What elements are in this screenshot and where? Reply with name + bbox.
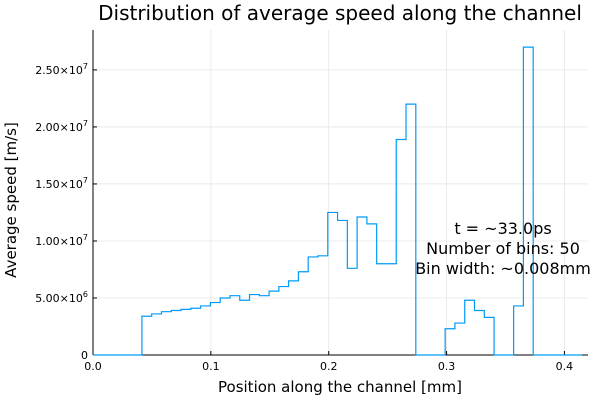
x-tick-label: 0.4	[556, 360, 574, 373]
x-axis-label: Position along the channel [mm]	[218, 378, 462, 396]
x-tick-label: 0.0	[84, 360, 102, 373]
y-tick-label: 2.50×107	[35, 62, 88, 77]
y-tick-label: 1.00×107	[35, 233, 88, 248]
y-axis-label: Average speed [m/s]	[2, 122, 20, 278]
x-tick-label: 0.3	[438, 360, 456, 373]
annotation-bin-width: Bin width: ~0.008mm	[415, 259, 591, 278]
annotation-time: t = ~33.0ps	[454, 219, 551, 238]
y-tick-label: 0	[81, 349, 88, 362]
y-tick-label: 5.00×106	[35, 290, 88, 305]
x-tick-label: 0.1	[202, 360, 220, 373]
y-tick-label: 2.00×107	[35, 119, 88, 134]
annotation-block: t = ~33.0ps Number of bins: 50 Bin width…	[415, 219, 591, 278]
x-tick-label: 0.2	[320, 360, 338, 373]
y-tick-label: 1.50×107	[35, 176, 88, 191]
histogram-step-line	[93, 46, 583, 356]
chart-title: Distribution of average speed along the …	[98, 1, 582, 25]
tick-labels: 0.0 0.1 0.2 0.3 0.4 0 5.00×106 1.00×107 1.50×107…	[35, 62, 573, 373]
annotation-bins: Number of bins: 50	[426, 239, 580, 258]
